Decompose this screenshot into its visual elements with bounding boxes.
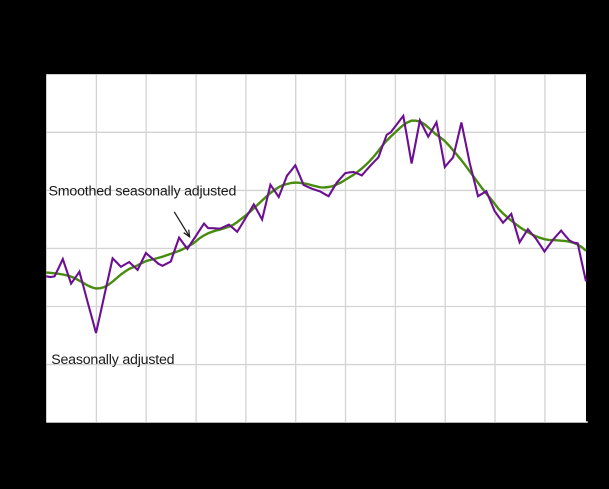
- seasonally-adjusted-line: [46, 113, 588, 334]
- x-axis-tick-stub: [586, 421, 588, 423]
- annotation-arrow-shaft: [173, 211, 191, 238]
- annotations: Smoothed seasonally adjusted Seasonally …: [49, 184, 237, 369]
- annotation-smoothed-seasonally-adjusted: Smoothed seasonally adjusted: [49, 184, 237, 200]
- trend-line-smoothed-seasonally-adjusted: [46, 119, 587, 290]
- annotation-arrow-head: [183, 229, 191, 239]
- annotation-seasonally-adjusted: Seasonally adjusted: [51, 352, 174, 368]
